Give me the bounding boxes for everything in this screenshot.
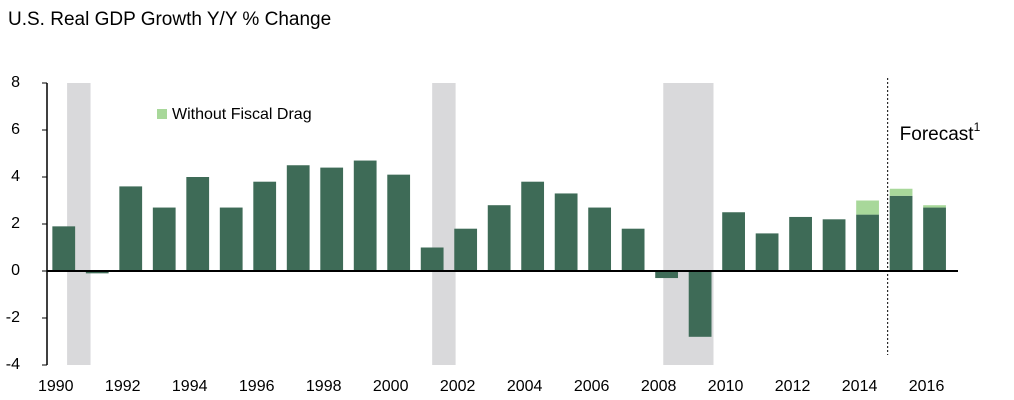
bar — [286, 165, 310, 271]
bar — [755, 233, 779, 271]
bar — [923, 205, 946, 208]
legend-label: Without Fiscal Drag — [172, 106, 312, 123]
y-tick-label: -2 — [6, 309, 20, 326]
bar — [789, 216, 812, 271]
y-tick-label: 8 — [11, 74, 20, 91]
bar — [923, 207, 946, 271]
bar — [152, 207, 176, 271]
x-tick-label: 2008 — [641, 378, 677, 395]
x-tick-label: 1994 — [172, 378, 208, 395]
y-tick-label: 4 — [11, 168, 20, 185]
forecast-footnote: 1 — [974, 120, 981, 134]
bar — [85, 271, 109, 274]
recession-shade — [67, 83, 91, 365]
x-tick-label: 2004 — [507, 378, 543, 395]
forecast-label: Forecast1 — [900, 120, 981, 145]
x-tick-label: 2002 — [440, 378, 476, 395]
forecast-text: Forecast — [900, 124, 975, 145]
bar — [655, 271, 679, 279]
x-tick-label: 1996 — [239, 378, 275, 395]
y-tick-label: 0 — [11, 262, 20, 279]
bar — [320, 167, 344, 271]
bar — [856, 214, 879, 271]
bar — [822, 219, 846, 271]
y-tick-label: 6 — [11, 121, 20, 138]
bar — [119, 186, 143, 271]
bar — [554, 193, 578, 271]
legend-swatch — [157, 109, 167, 119]
bar — [253, 181, 277, 271]
x-tick-label: 2000 — [373, 378, 409, 395]
bar — [353, 160, 377, 271]
bar — [52, 226, 76, 271]
y-tick-label: -4 — [6, 356, 20, 373]
x-tick-label: 2016 — [909, 378, 945, 395]
x-tick-label: 2010 — [708, 378, 744, 395]
x-tick-label: 1990 — [38, 378, 74, 395]
x-tick-label: 1992 — [105, 378, 141, 395]
bar — [722, 212, 745, 271]
bar — [889, 188, 913, 196]
x-tick-label: 1998 — [306, 378, 342, 395]
x-tick-label: 2006 — [574, 378, 610, 395]
x-tick-label: 2012 — [775, 378, 811, 395]
bar — [856, 200, 879, 215]
chart-title: U.S. Real GDP Growth Y/Y % Change — [8, 9, 331, 30]
bar — [454, 228, 478, 271]
bar — [521, 181, 545, 271]
bar — [387, 174, 411, 271]
y-tick-label: 2 — [11, 215, 20, 232]
bar — [889, 195, 913, 271]
bar — [688, 271, 712, 337]
recession-shade — [432, 83, 456, 365]
bar — [420, 247, 444, 271]
bar — [219, 207, 243, 271]
bar — [186, 177, 210, 271]
x-tick-label: 2014 — [842, 378, 878, 395]
bar — [621, 228, 645, 271]
bar — [588, 207, 612, 271]
bar — [487, 205, 511, 271]
